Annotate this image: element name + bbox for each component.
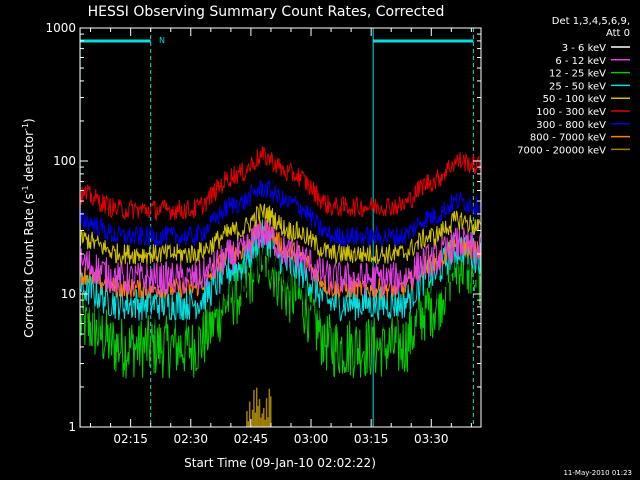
x-axis-label: Start Time (09-Jan-10 02:02:22)	[184, 456, 376, 470]
legend-item-label: 25 - 50 keV	[549, 81, 606, 92]
x-tick-label: 03:00	[294, 432, 329, 446]
footer-timestamp: 11-May-2010 01:23	[563, 469, 632, 477]
x-tick-label: 03:30	[414, 432, 449, 446]
x-tick-label: 02:15	[113, 432, 148, 446]
y-axis-label: Corrected Count Rate (s-1 detector-1)	[21, 118, 36, 337]
legend: Det 1,3,4,5,6,9, Att 0 3 - 6 keV 6 - 12 k…	[517, 16, 630, 156]
legend-item-label: 3 - 6 keV	[562, 43, 606, 54]
y-tick-label: 1	[68, 420, 76, 434]
legend-header-line1: Det 1,3,4,5,6,9,	[552, 16, 630, 27]
x-tick-label: 02:45	[234, 432, 269, 446]
x-axis: 02:15 02:30 02:45 03:00 03:15 03:30	[90, 28, 472, 446]
plot-area	[79, 28, 481, 427]
series-line	[80, 203, 481, 266]
legend-item-label: 7000 - 20000 keV	[517, 145, 606, 156]
x-tick-label: 03:15	[354, 432, 389, 446]
x-tick-label: 02:30	[173, 432, 208, 446]
y-tick-label: 1000	[45, 21, 76, 35]
attenuator-flag: N	[159, 36, 165, 45]
series-line	[80, 179, 481, 248]
legend-item-label: 50 - 100 keV	[543, 94, 607, 105]
legend-item-label: 800 - 7000 keV	[530, 133, 606, 144]
legend-item-label: 100 - 300 keV	[536, 107, 606, 118]
legend-item-label: 6 - 12 keV	[555, 56, 606, 67]
legend-header-line2: Att 0	[606, 28, 630, 39]
series-line	[80, 146, 481, 222]
y-tick-label: 100	[53, 154, 76, 168]
plot-frame	[79, 27, 482, 428]
chart-title: HESSI Observing Summary Count Rates, Cor…	[88, 4, 445, 20]
y-axis: 1 10 100 1000	[45, 21, 481, 434]
y-tick-label: 10	[61, 287, 76, 301]
series-line	[80, 218, 481, 297]
legend-item-label: 12 - 25 keV	[549, 69, 606, 80]
legend-item-label: 300 - 800 keV	[536, 120, 606, 131]
